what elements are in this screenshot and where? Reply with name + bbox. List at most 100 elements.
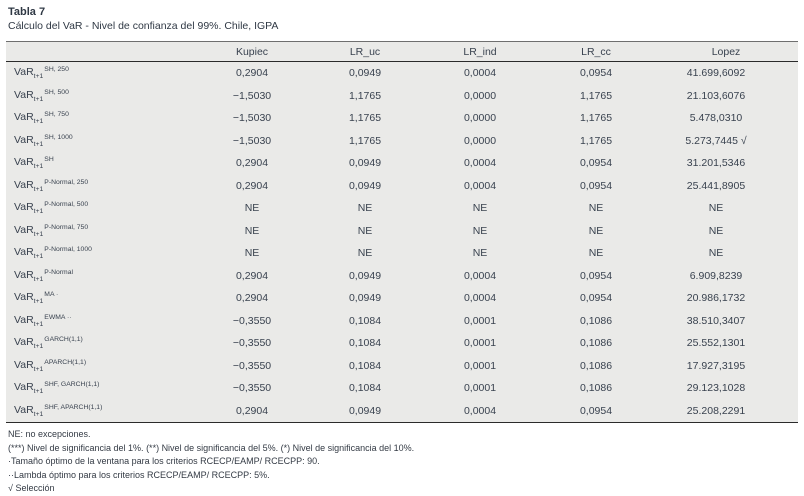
table-row: VaRt+1MA · 0,2904 0,0949 0,0004 0,0954 2…: [6, 287, 798, 310]
var-model-label: VaRt+1P-Normal, 500: [14, 201, 89, 216]
cell-lr-uc: 1,1765: [348, 89, 382, 102]
var-model-label: VaRt+1EWMA ··: [14, 313, 72, 328]
cell-lopez: NE: [708, 224, 724, 237]
cell-kupiec: 0,2904: [235, 292, 269, 305]
footnote-window: ·Tamaño óptimo de la ventana para los cr…: [8, 456, 320, 466]
var-model-label: VaRt+1SH, 1000: [14, 133, 73, 148]
cell-lr-uc: NE: [357, 202, 373, 215]
cell-lopez: 5.273,7445 √: [685, 134, 747, 147]
cell-lr-ind: 0,0001: [463, 359, 497, 372]
table-header: Kupiec LR_uc LR_ind LR_cc Lopez: [6, 41, 798, 62]
header-empty: [6, 41, 196, 62]
cell-lopez: NE: [708, 247, 724, 260]
header-kupiec: Kupiec: [196, 41, 308, 62]
cell-kupiec: −1,5030: [232, 89, 272, 102]
footnote-lambda: ··Lambda óptimo para los criterios RCECP…: [8, 469, 270, 480]
table-row: VaRt+1P-Normal, 250 0,2904 0,0949 0,0004…: [6, 175, 798, 198]
var-model-label: VaRt+1P-Normal, 750: [14, 223, 89, 238]
cell-lr-ind: 0,0001: [463, 314, 497, 327]
var-model-label: VaRt+1P-Normal, 250: [14, 178, 89, 193]
var-model-label: VaRt+1SH: [14, 156, 54, 171]
cell-lr-ind: 0,0004: [463, 269, 497, 282]
cell-lr-cc: 0,1086: [579, 359, 613, 372]
cell-kupiec: −0,3550: [232, 337, 272, 350]
footnote-ne: NE: no excepciones.: [8, 429, 91, 439]
cell-lopez: 29.123,1028: [686, 382, 746, 395]
table-row: VaRt+1GARCH(1,1) −0,3550 0,1084 0,0001 0…: [6, 332, 798, 355]
var-model-label: VaRt+1APARCH(1,1): [14, 358, 87, 373]
cell-lr-cc: 0,0954: [579, 67, 613, 80]
cell-lr-ind: NE: [472, 247, 488, 260]
cell-kupiec: 0,2904: [196, 399, 308, 423]
var-model-label: VaRt+1SHF, APARCH(1,1): [14, 403, 103, 418]
cell-lr-uc: NE: [357, 247, 373, 260]
table-row: VaRt+1SH, 500 −1,5030 1,1765 0,0000 1,17…: [6, 85, 798, 108]
table-row: VaRt+1SH, 1000 −1,5030 1,1765 0,0000 1,1…: [6, 130, 798, 153]
table-row: VaRt+1EWMA ·· −0,3550 0,1084 0,0001 0,10…: [6, 310, 798, 333]
table-number-title: Tabla 7: [8, 6, 46, 18]
cell-lr-uc: 0,0949: [348, 179, 382, 192]
cell-lr-uc: 0,0949: [348, 269, 382, 282]
cell-lopez: 38.510,3407: [686, 314, 746, 327]
var-model-label: VaRt+1SH, 500: [14, 88, 69, 103]
cell-kupiec: −0,3550: [232, 359, 272, 372]
cell-lr-uc: 0,1084: [348, 359, 382, 372]
table-body: VaRt+1SH, 250 0,2904 0,0949 0,0004 0,095…: [6, 62, 798, 423]
cell-lr-ind: NE: [472, 202, 488, 215]
var-model-label: VaRt+1SH, 250: [14, 66, 69, 81]
cell-lr-cc: 0,1086: [579, 314, 613, 327]
cell-lopez: 20.986,1732: [686, 292, 746, 305]
table-row: VaRt+1P-Normal, 750 NE NE NE NE NE: [6, 220, 798, 243]
var-model-label: VaRt+1P-Normal, 1000: [14, 246, 92, 261]
footnote-significance: (***) Nivel de significancia del 1%. (**…: [8, 442, 415, 453]
cell-lopez: 17.927,3195: [686, 359, 746, 372]
var-model-label: VaRt+1GARCH(1,1): [14, 336, 83, 351]
header-lr-ind: LR_ind: [422, 41, 538, 62]
cell-lr-ind: 0,0000: [463, 112, 497, 125]
cell-lr-uc: 0,0949: [308, 399, 422, 423]
cell-lopez: 21.103,6076: [686, 89, 746, 102]
header-lopez: Lopez: [654, 41, 798, 62]
cell-lr-cc: 1,1765: [579, 134, 613, 147]
cell-lr-uc: 0,0949: [348, 157, 382, 170]
var-results-table: Kupiec LR_uc LR_ind LR_cc Lopez VaRt+1SH…: [6, 41, 798, 423]
cell-lr-cc: 0,1086: [579, 337, 613, 350]
cell-lopez: NE: [708, 202, 724, 215]
cell-lr-ind: 0,0004: [463, 157, 497, 170]
cell-lr-cc: 0,0954: [579, 269, 613, 282]
var-model-label: VaRt+1SHF, GARCH(1,1): [14, 381, 100, 396]
cell-lr-cc: 1,1765: [579, 112, 613, 125]
cell-lr-uc: 0,0949: [348, 292, 382, 305]
cell-lr-cc: 0,0954: [579, 292, 613, 305]
cell-lopez: 5.478,0310: [689, 112, 743, 125]
cell-lr-uc: 0,1084: [348, 337, 382, 350]
cell-lr-cc: 1,1765: [579, 89, 613, 102]
cell-lr-cc: 0,0954: [579, 179, 613, 192]
cell-kupiec: 0,2904: [235, 269, 269, 282]
header-lr-uc: LR_uc: [308, 41, 422, 62]
cell-kupiec: −1,5030: [232, 134, 272, 147]
cell-lr-cc: NE: [588, 224, 604, 237]
cell-lr-ind: 0,0004: [463, 292, 497, 305]
cell-lr-ind: 0,0004: [463, 67, 497, 80]
cell-kupiec: 0,2904: [235, 179, 269, 192]
cell-kupiec: 0,2904: [235, 67, 269, 80]
var-model-label: VaRt+1MA ·: [14, 291, 59, 306]
table-row: VaRt+1P-Normal, 500 NE NE NE NE NE: [6, 197, 798, 220]
cell-lr-uc: 0,0949: [348, 67, 382, 80]
cell-lr-ind: 0,0004: [422, 399, 538, 423]
table-row: VaRt+1APARCH(1,1) −0,3550 0,1084 0,0001 …: [6, 355, 798, 378]
cell-lr-ind: 0,0004: [463, 179, 497, 192]
cell-kupiec: NE: [244, 202, 260, 215]
cell-lr-uc: 0,1084: [348, 314, 382, 327]
cell-lr-cc: 0,1086: [579, 382, 613, 395]
cell-kupiec: 0,2904: [235, 157, 269, 170]
cell-lopez: 25.208,2291: [654, 399, 798, 423]
cell-kupiec: NE: [244, 224, 260, 237]
var-model-label: VaRt+1P-Normal: [14, 268, 73, 283]
cell-kupiec: −1,5030: [232, 112, 272, 125]
header-lr-cc: LR_cc: [538, 41, 654, 62]
table-row: VaRt+1SH, 250 0,2904 0,0949 0,0004 0,095…: [6, 62, 798, 85]
table-row: VaRt+1SHF, GARCH(1,1) −0,3550 0,1084 0,0…: [6, 377, 798, 400]
